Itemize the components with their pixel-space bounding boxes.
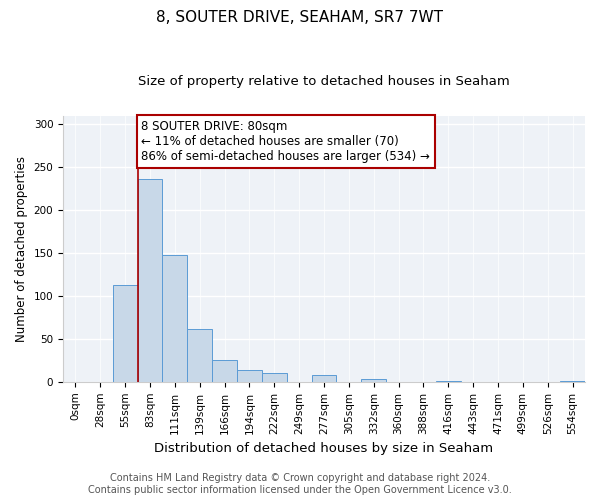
- Bar: [137, 179, 163, 382]
- Bar: [212, 360, 237, 382]
- Bar: [187, 328, 212, 382]
- Bar: [163, 254, 187, 382]
- Text: 8 SOUTER DRIVE: 80sqm
← 11% of detached houses are smaller (70)
86% of semi-deta: 8 SOUTER DRIVE: 80sqm ← 11% of detached …: [142, 120, 430, 163]
- Bar: [361, 379, 386, 382]
- Text: Contains HM Land Registry data © Crown copyright and database right 2024.
Contai: Contains HM Land Registry data © Crown c…: [88, 474, 512, 495]
- Bar: [237, 370, 262, 382]
- Text: 8, SOUTER DRIVE, SEAHAM, SR7 7WT: 8, SOUTER DRIVE, SEAHAM, SR7 7WT: [157, 10, 443, 25]
- Bar: [262, 373, 287, 382]
- Bar: [560, 381, 585, 382]
- X-axis label: Distribution of detached houses by size in Seaham: Distribution of detached houses by size …: [154, 442, 494, 455]
- Title: Size of property relative to detached houses in Seaham: Size of property relative to detached ho…: [138, 75, 510, 88]
- Bar: [113, 285, 137, 382]
- Bar: [311, 375, 337, 382]
- Bar: [436, 381, 461, 382]
- Y-axis label: Number of detached properties: Number of detached properties: [15, 156, 28, 342]
